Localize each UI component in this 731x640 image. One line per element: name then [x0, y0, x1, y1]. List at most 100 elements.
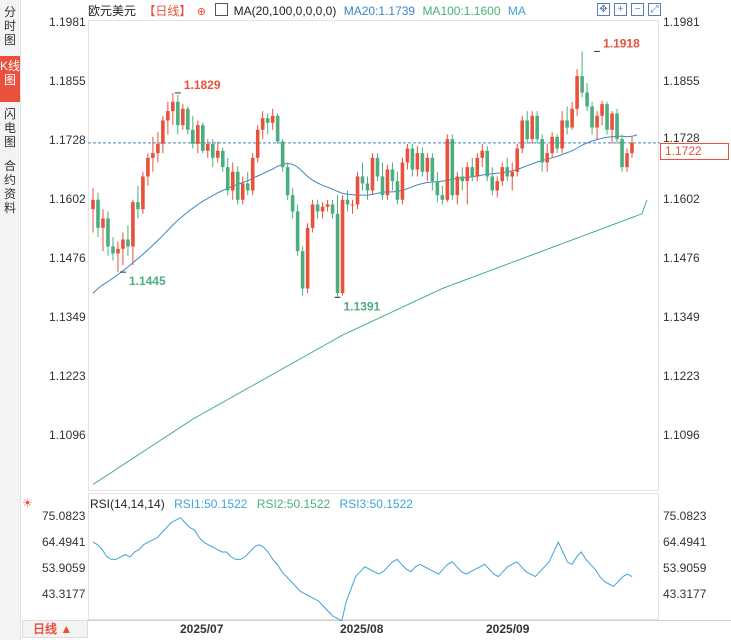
candle	[520, 115, 525, 154]
candle	[430, 153, 435, 191]
candle-body	[615, 113, 619, 140]
candle	[161, 115, 165, 154]
candle-body	[570, 108, 574, 128]
candle	[305, 223, 310, 294]
candle-body	[255, 129, 260, 158]
candle	[570, 101, 574, 130]
candle-body	[265, 118, 270, 123]
tab-flash[interactable]: 闪电图	[0, 104, 20, 154]
candle-body	[250, 157, 255, 191]
tab-time-share[interactable]: 分时图	[0, 2, 20, 52]
candle-body	[605, 104, 609, 130]
move-icon[interactable]: ✥	[597, 3, 610, 16]
candle	[111, 237, 115, 261]
candle	[385, 164, 390, 200]
zoom-in-icon[interactable]: +	[614, 3, 627, 16]
candle-body	[580, 76, 584, 93]
candle-body	[285, 167, 290, 196]
candle-body	[535, 115, 539, 140]
candle	[530, 111, 534, 144]
tab-contract-info[interactable]: 合约资料	[0, 156, 20, 216]
candle	[280, 139, 285, 172]
candle	[200, 122, 205, 154]
candle	[440, 185, 445, 205]
candle	[470, 157, 475, 182]
period-toggle-button[interactable]: 日线 ▲	[22, 620, 88, 638]
candle	[255, 125, 260, 163]
rsi-tick-left-3: 43.3177	[42, 587, 86, 601]
candle	[250, 153, 255, 196]
candle	[575, 69, 579, 116]
candle	[210, 139, 215, 168]
candle	[485, 146, 490, 182]
candle	[415, 146, 420, 177]
candle-body	[146, 157, 150, 177]
candle-body	[375, 157, 380, 177]
candle-body	[505, 167, 510, 177]
candle	[625, 148, 629, 172]
candle-body	[196, 125, 200, 144]
ma-indicator-name: MA(20,100,0,0,0,0)	[233, 4, 337, 18]
candle	[235, 166, 240, 205]
period-dropdown-icon[interactable]: ⊕	[196, 6, 206, 18]
tab-contract-info-label: 合约资料	[3, 159, 16, 215]
rsi-tick-left-1: 64.4941	[42, 535, 86, 549]
candle-body	[360, 176, 365, 184]
candle-body	[490, 176, 495, 191]
candle	[445, 134, 450, 203]
candle-body	[101, 218, 105, 228]
candle-body	[595, 115, 599, 128]
candle	[545, 143, 549, 172]
candle	[585, 83, 589, 112]
candle	[166, 101, 170, 135]
rsi-settings-icon[interactable]: ☀	[22, 496, 33, 510]
candle	[380, 162, 385, 200]
rsi-tick-left-0: 75.0823	[42, 509, 86, 523]
annotation-low: 1.1445	[129, 274, 166, 288]
zoom-out-icon[interactable]: −	[631, 3, 644, 16]
candle-body	[136, 202, 140, 210]
candle	[240, 176, 245, 205]
period-selector[interactable]: 【日线】	[143, 4, 192, 18]
candle	[455, 171, 460, 205]
candle	[225, 157, 230, 196]
candle-body	[295, 211, 300, 252]
candle-body	[141, 176, 145, 210]
candle-body	[565, 120, 569, 128]
candle-body	[156, 143, 160, 154]
candle-body	[410, 148, 415, 170]
candle-body	[205, 143, 210, 151]
candle-body	[131, 202, 135, 247]
candle-body	[430, 157, 435, 182]
candle	[615, 108, 619, 144]
candle	[475, 153, 480, 182]
candle-body	[440, 195, 445, 200]
candle	[96, 192, 100, 238]
candle	[410, 143, 415, 177]
candle	[510, 162, 515, 191]
candle	[275, 113, 280, 144]
fullscreen-icon[interactable]: ⤢	[648, 3, 661, 16]
candle-body	[590, 106, 594, 128]
candle-body	[111, 246, 115, 254]
candle	[365, 176, 370, 200]
candle-body	[191, 129, 195, 144]
tab-kline[interactable]: K线图	[0, 56, 20, 102]
candle-body	[260, 118, 265, 130]
candle-body	[460, 176, 465, 182]
indicator-settings-icon[interactable]	[215, 3, 229, 16]
candle-body	[225, 167, 230, 191]
ma20-value: MA20:1.1739	[343, 4, 416, 18]
candle	[535, 111, 539, 144]
candle-body	[540, 139, 544, 163]
candle	[565, 106, 569, 135]
candle-body	[485, 150, 490, 177]
candle-body	[395, 181, 400, 200]
rsi-line	[92, 517, 633, 622]
candle	[355, 171, 360, 210]
candle-body	[151, 153, 155, 158]
candle-body	[610, 113, 614, 130]
y-tick-right-4: 1.1476	[663, 251, 700, 265]
candle	[300, 246, 305, 296]
